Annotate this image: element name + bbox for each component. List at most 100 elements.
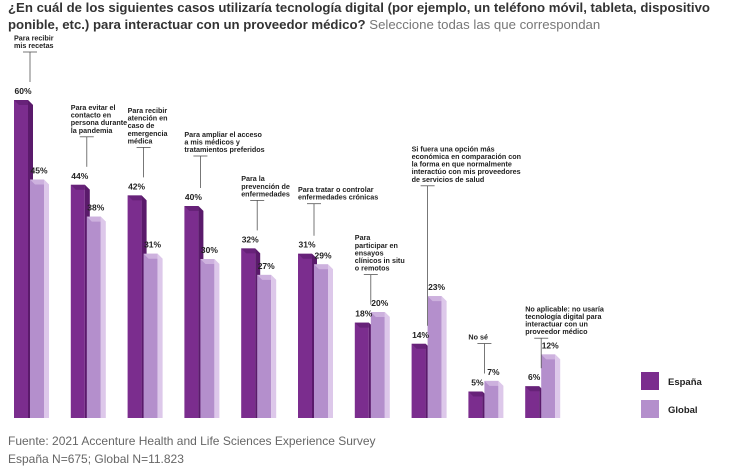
- bar-espana-2-top: [70, 184, 90, 190]
- category-label-9: No sé: [468, 333, 488, 342]
- bar-espana-7: [354, 322, 369, 418]
- category-label-3: Para recibir atención en caso de emergencia…: [128, 106, 169, 145]
- category-label-line: Para recibir: [14, 33, 54, 42]
- value-label-global-2: 38%: [87, 203, 104, 213]
- bar-espana-1-top: [14, 100, 33, 105]
- category-label-line: económica en comparación con: [412, 152, 521, 161]
- bar-espana-5: [241, 248, 256, 418]
- value-label-global-10: 12%: [542, 340, 559, 350]
- category-label-line: tratamientos preferidos: [184, 145, 264, 154]
- bar-global-7-top: [370, 312, 390, 317]
- category-label-2: Para evitar el contacto en persona durante…: [71, 103, 127, 135]
- category-label-line: de servicios de salud: [412, 175, 485, 184]
- category-label-line: proveedor médico: [525, 327, 588, 336]
- category-label-line: tecnología digital para: [525, 312, 602, 321]
- category-label-line: Para evitar el: [71, 103, 116, 112]
- bar-global-3: [143, 253, 158, 418]
- bar-global-10-side: [555, 354, 561, 418]
- category-label-5: Para la prevención de enfermedades: [241, 174, 290, 198]
- category-label-line: No sé: [468, 333, 488, 342]
- bar-espana-4: [184, 206, 199, 418]
- category-label-line: prevención de: [241, 182, 290, 191]
- bar-espana-9: [468, 391, 483, 418]
- bar-global-6-side: [328, 264, 333, 418]
- bar-espana-10-top: [525, 386, 545, 392]
- labels-group: 60%45%Para recibir mis recetas44%38%Para …: [14, 33, 605, 387]
- bar-global-3-side: [157, 253, 163, 418]
- legend-group: España Global: [641, 372, 703, 418]
- question-instruction: Seleccione todas las que correspondan: [369, 16, 601, 32]
- value-label-global-8: 23%: [428, 282, 445, 292]
- bar-global-1-top: [30, 179, 49, 185]
- value-label-espana-10: 6%: [528, 372, 541, 382]
- category-label-7: Para participar en ensayos clínicos in situ…: [355, 233, 405, 272]
- category-label-line: Para: [355, 233, 372, 242]
- category-label-line: interactuar con un: [525, 320, 588, 329]
- legend-label-2: Global: [668, 405, 698, 416]
- bar-global-3-top: [143, 253, 163, 259]
- category-label-line: Para la: [241, 174, 266, 183]
- value-label-espana-4: 40%: [185, 192, 202, 202]
- category-label-10: No aplicable: no usaría tecnología digita…: [525, 304, 605, 336]
- bar-global-6: [314, 264, 328, 418]
- category-label-line: caso de: [128, 121, 155, 130]
- value-label-global-7: 20%: [371, 298, 388, 308]
- bar-global-5-side: [271, 274, 277, 418]
- bar-global-10: [541, 354, 556, 418]
- bar-espana-9-top: [468, 391, 488, 397]
- question-text: ¿En cuál de los siguientes casos utiliza…: [8, 0, 710, 32]
- category-label-line: mis recetas: [14, 41, 54, 50]
- bar-global-8: [427, 296, 442, 418]
- value-label-espana-9: 5%: [471, 378, 484, 388]
- bar-espana-2: [70, 184, 85, 418]
- bar-global-9-side: [498, 380, 504, 418]
- category-label-line: Para ampliar el acceso: [184, 130, 262, 139]
- bars-group: [14, 100, 561, 418]
- bar-global-4: [200, 259, 215, 418]
- category-label-line: la forma en que normalmente: [412, 160, 512, 169]
- value-label-espana-6: 31%: [298, 240, 315, 250]
- bar-global-5: [257, 274, 272, 418]
- bar-global-2: [86, 216, 101, 418]
- category-label-line: Para tratar o controlar: [298, 185, 374, 194]
- category-label-line: enfermedades: [241, 189, 290, 198]
- bar-espana-8-top: [411, 343, 431, 349]
- category-label-line: ensayos: [355, 248, 384, 257]
- bar-espana-7-top: [354, 322, 374, 328]
- category-label-line: participar en: [355, 241, 398, 250]
- category-label-line: o remotos: [355, 264, 390, 273]
- category-label-6: Para tratar o controlar enfermedades crón…: [298, 185, 378, 202]
- category-label-line: interactúo con mis proveedores: [412, 167, 521, 176]
- bar-espana-4-top: [184, 206, 204, 211]
- bar-global-7-side: [384, 312, 390, 418]
- value-label-espana-3: 42%: [128, 181, 145, 191]
- category-label-line: atención en: [128, 114, 168, 123]
- category-label-8: Si fuera una opción más económica en comp…: [412, 144, 521, 183]
- source-line-2: España N=675; Global N=11.823: [8, 452, 184, 466]
- category-label-line: Para recibir: [128, 106, 168, 115]
- bar-espana-8: [411, 343, 426, 418]
- bar-global-5-top: [257, 274, 277, 280]
- category-label-4: Para ampliar el acceso a mis médicos y tra…: [184, 130, 264, 154]
- bar-espana-3: [127, 195, 142, 418]
- bar-global-10-top: [541, 354, 561, 360]
- bar-global-6-top: [314, 264, 333, 270]
- question-title: ¿En cuál de los siguientes casos utiliza…: [8, 0, 736, 33]
- source-line-1: Fuente: 2021 Accenture Health and Life S…: [8, 434, 376, 448]
- category-label-line: Si fuera una opción más: [412, 144, 495, 153]
- value-label-espana-1: 60%: [14, 86, 31, 96]
- category-label-line: a mis médicos y: [184, 137, 240, 146]
- category-label-1: Para recibir mis recetas: [14, 33, 54, 50]
- bar-global-1-side: [44, 179, 49, 418]
- legend-swatch-1: [641, 372, 659, 390]
- bar-global-2-top: [86, 216, 106, 222]
- category-label-line: enfermedades crónicas: [298, 193, 378, 202]
- value-label-global-9: 7%: [487, 367, 500, 377]
- value-label-espana-2: 44%: [71, 171, 88, 181]
- category-label-line: emergencia: [128, 129, 169, 138]
- bar-espana-6: [298, 253, 312, 418]
- bar-espana-10: [525, 386, 540, 418]
- category-label-line: persona durante: [71, 118, 127, 127]
- legend-swatch-2: [641, 400, 659, 418]
